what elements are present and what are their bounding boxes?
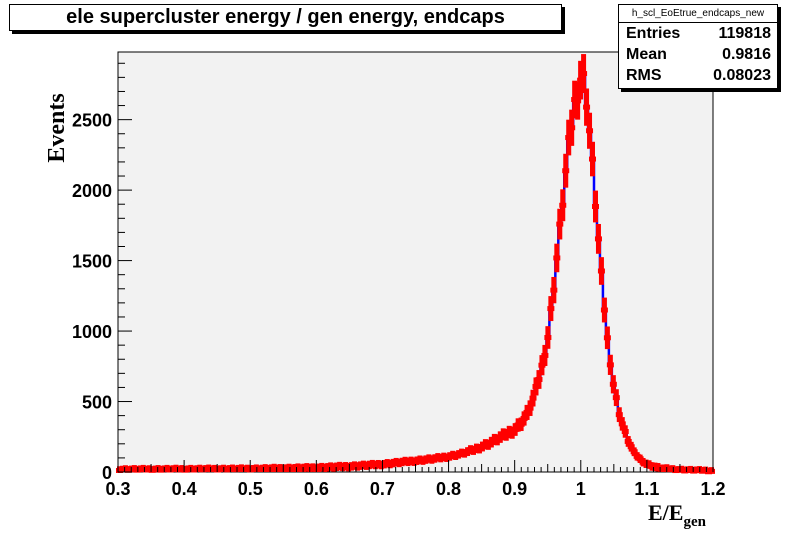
histogram-bin-marker (586, 112, 594, 149)
histogram-bin-marker (594, 223, 602, 254)
histogram-bin-marker (589, 141, 597, 177)
rms-value: 0.08023 (713, 67, 771, 84)
histogram-bin-marker (615, 407, 623, 423)
axes: 0.3 0.4 0.5 0.6 0.7 0.8 0.9 1 1.1 1.2 0 500 1000 1500… (72, 62, 726, 499)
histogram-bin-marker (526, 400, 534, 416)
histogram-bin-marker (591, 190, 599, 223)
histogram-bin-marker (556, 208, 564, 240)
y-tick-label: 0 (102, 463, 112, 483)
x-axis-label: E/Egen (648, 500, 707, 530)
histogram-bin-marker (544, 326, 552, 349)
histogram-bin-marker (574, 82, 582, 120)
histogram-bin-marker (562, 153, 570, 188)
histogram-bin-marker (553, 243, 561, 273)
histogram-bin-marker (612, 389, 620, 407)
x-axis-label-main: E/E (648, 500, 683, 525)
histogram-bin-marker (621, 425, 629, 438)
stats-row-entries: Entries 119818 (619, 23, 777, 44)
x-tick-label: 0.5 (238, 479, 263, 499)
x-tick-label: 1 (576, 479, 586, 499)
stats-row-rms: RMS 0.08023 (619, 65, 777, 86)
x-tick-label: 0.8 (436, 479, 461, 499)
histogram-bin-marker (609, 375, 617, 394)
histogram-bin-marker (547, 296, 555, 322)
histogram-bin-marker (559, 189, 567, 222)
chart-title: ele supercluster energy / gen energy, en… (9, 4, 562, 31)
histogram-bin-marker (550, 276, 558, 304)
x-axis-label-sub: gen (683, 514, 706, 530)
histogram-bin-marker (568, 109, 576, 146)
x-tick-label: 0.3 (105, 479, 130, 499)
y-tick-label: 1500 (72, 252, 112, 272)
y-axis-label: Events (44, 93, 70, 162)
y-tick-label: 500 (82, 393, 112, 413)
histogram-bin-marker (606, 354, 614, 375)
plot-frame (117, 51, 714, 473)
x-tick-label: 1.2 (700, 479, 725, 499)
histogram-bin-marker (583, 88, 591, 126)
y-tick-label: 1000 (72, 322, 112, 342)
histogram-bin-marker (580, 54, 588, 94)
histogram-bin-marker (597, 257, 605, 285)
x-tick-label: 0.6 (304, 479, 329, 499)
mean-label: Mean (626, 46, 667, 63)
histogram-bin-marker (535, 370, 543, 389)
x-tick-label: 0.9 (502, 479, 527, 499)
entries-label: Entries (626, 25, 681, 42)
x-tick-label: 0.4 (172, 479, 197, 499)
y-tick-label: 2500 (72, 111, 112, 131)
histogram-bin-marker (600, 297, 608, 323)
y-tick-label: 2000 (72, 181, 112, 201)
mean-value: 0.9816 (722, 46, 771, 63)
x-tick-label: 0.7 (370, 479, 395, 499)
entries-value: 119818 (718, 25, 771, 42)
rms-label: RMS (626, 67, 662, 84)
histogram-bin-marker (541, 344, 549, 366)
histogram-bin-marker (708, 467, 716, 474)
histogram-bin-marker (529, 389, 537, 407)
histogram-name: h_scl_EoEtrue_endcaps_new (619, 5, 777, 23)
histogram-bin-marker (603, 326, 611, 350)
histogram-bin-marker (618, 417, 626, 431)
stats-box: h_scl_EoEtrue_endcaps_new Entries 119818… (618, 4, 778, 89)
x-tick-label: 1.1 (634, 479, 659, 499)
stats-row-mean: Mean 0.9816 (619, 44, 777, 65)
